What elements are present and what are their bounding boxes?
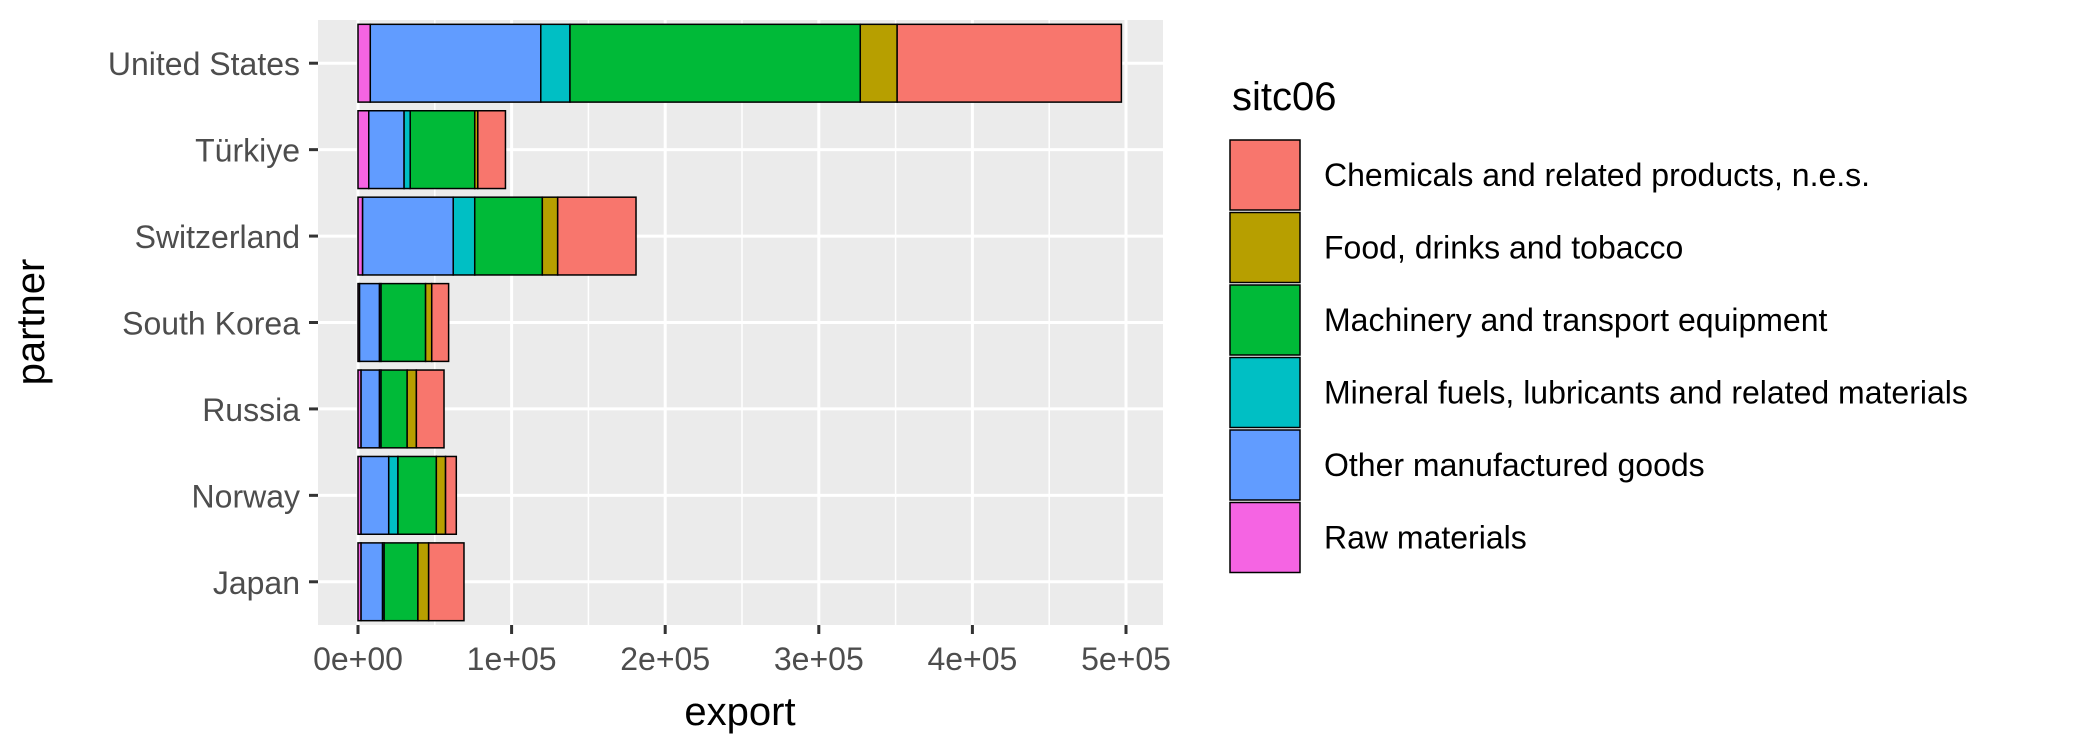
bar-segment <box>360 455 390 536</box>
bar-segment <box>383 542 419 622</box>
x-tick-label: 3e+05 <box>774 641 864 677</box>
bar-segment <box>380 369 408 449</box>
bar-segment <box>427 542 465 622</box>
bar-segment <box>896 23 1123 103</box>
y-tick-label: Norway <box>192 478 300 514</box>
legend-key <box>1229 501 1301 574</box>
bar-segment <box>361 196 454 276</box>
bar-segment <box>859 23 898 103</box>
y-tick-label: Türkiye <box>195 133 300 169</box>
y-tick-label: Russia <box>202 392 300 428</box>
x-axis: 0e+00 1e+05 2e+05 3e+05 4e+05 5e+05 <box>313 625 1171 677</box>
bar-segment <box>569 23 862 103</box>
x-tick-label: 1e+05 <box>467 641 557 677</box>
y-tick-label: Japan <box>213 565 300 601</box>
legend-label: Raw materials <box>1324 520 1527 556</box>
bar-segment <box>360 369 381 449</box>
y-tick-label: United States <box>108 46 300 82</box>
legend-key <box>1229 139 1301 211</box>
bar-segment <box>415 369 445 449</box>
legend-label: Chemicals and related products, n.e.s. <box>1324 157 1870 193</box>
bar-segment <box>397 455 438 536</box>
x-tick-label: 0e+00 <box>313 641 403 677</box>
bar-segment <box>406 369 418 449</box>
legend-key <box>1229 211 1301 284</box>
bar-segment <box>360 542 384 622</box>
legend-key <box>1229 356 1301 429</box>
y-tick-label: South Korea <box>122 306 300 342</box>
x-tick-label: 4e+05 <box>927 641 1017 677</box>
x-tick-label: 2e+05 <box>620 641 710 677</box>
x-tick-label: 5e+05 <box>1081 641 1171 677</box>
bar-segment <box>409 110 476 190</box>
y-tick-label: Switzerland <box>135 219 300 255</box>
bar-segment <box>541 196 559 276</box>
bar-segment <box>369 23 542 103</box>
bar-segment <box>387 455 399 536</box>
legend-label: Machinery and transport equipment <box>1324 302 1828 338</box>
bar-segment <box>473 196 544 276</box>
bar-segment <box>357 110 370 190</box>
bar-segment <box>368 110 405 190</box>
legend-key <box>1229 429 1301 501</box>
legend-label: Other manufactured goods <box>1324 447 1705 483</box>
bar-segment <box>417 542 430 622</box>
x-axis-title: export <box>684 690 795 734</box>
bar-segment <box>444 455 458 536</box>
bar-segment <box>403 110 411 190</box>
bar-segment <box>424 282 433 363</box>
bar-segment <box>540 23 571 103</box>
bars-group <box>357 23 1123 622</box>
bar-segment <box>357 23 372 103</box>
bar-segment <box>430 282 450 363</box>
bar-segment <box>556 196 637 276</box>
legend-label: Mineral fuels, lubricants and related ma… <box>1324 375 1968 411</box>
bar-segment <box>380 282 427 363</box>
legend-key <box>1229 284 1301 356</box>
legend-label: Food, drinks and tobacco <box>1324 230 1683 266</box>
y-axis: Japan Norway Russia South Korea Switzerland T… <box>108 46 318 601</box>
bar-segment <box>477 110 507 190</box>
legend-title: sitc06 <box>1232 75 1337 119</box>
bar-segment <box>435 455 447 536</box>
legend: sitc06 Chemicals and related products, n… <box>1229 75 1968 574</box>
bar-segment <box>452 196 476 276</box>
bar-segment <box>358 282 381 363</box>
y-axis-title: partner <box>9 259 53 386</box>
